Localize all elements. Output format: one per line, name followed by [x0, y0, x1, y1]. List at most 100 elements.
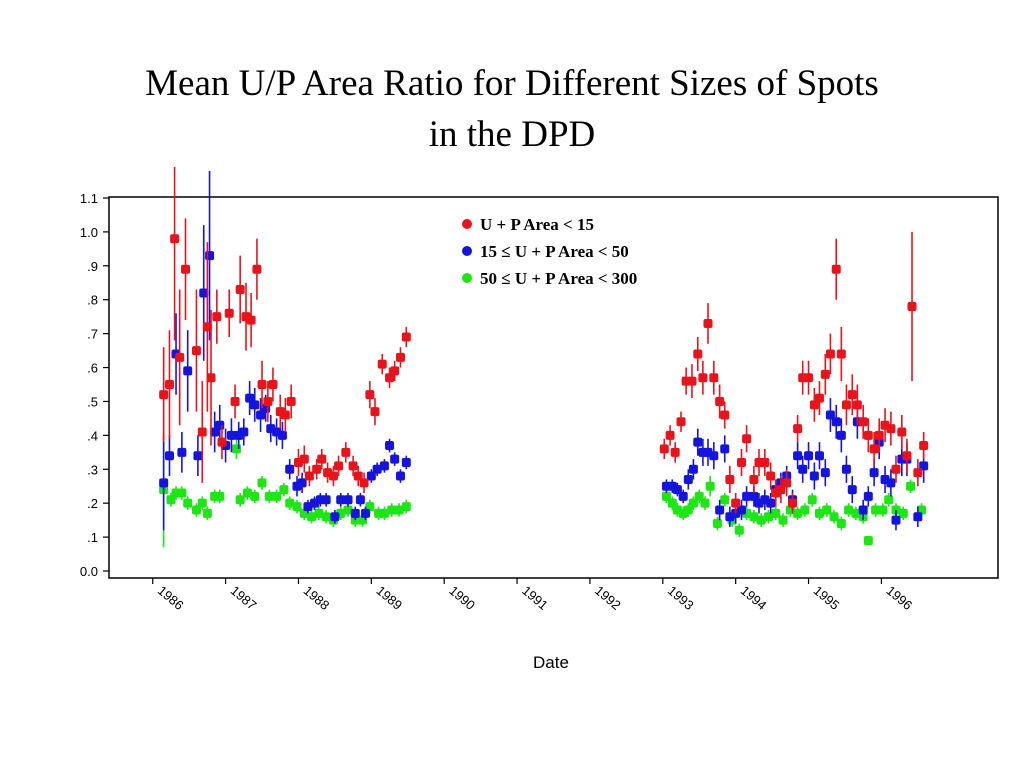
data-point [825, 349, 835, 359]
data-point [304, 471, 314, 481]
data-point [307, 512, 317, 522]
data-point [874, 430, 884, 440]
data-point [847, 485, 857, 495]
x-tick-label: 1989 [373, 583, 405, 613]
data-point [372, 464, 382, 474]
data-point [197, 498, 207, 508]
data-point [878, 505, 888, 515]
data-point [731, 498, 741, 508]
data-point [661, 491, 671, 501]
data-point [285, 464, 295, 474]
data-point [379, 461, 389, 471]
data-point [321, 495, 331, 505]
data-point [235, 495, 245, 505]
data-point [250, 400, 260, 410]
data-point [199, 288, 209, 298]
data-point [177, 447, 187, 457]
legend-marker-3 [462, 273, 472, 283]
y-tick-label: .3 [87, 462, 98, 477]
data-point [788, 498, 798, 508]
x-tick-label: 1986 [155, 583, 187, 613]
data-point [164, 451, 174, 461]
data-point [693, 349, 703, 359]
data-point [181, 264, 191, 274]
series-1 [159, 167, 929, 514]
data-point [841, 400, 851, 410]
data-point [858, 417, 868, 427]
data-point [869, 468, 879, 478]
data-point [844, 505, 854, 515]
data-point [235, 285, 245, 295]
data-point [869, 444, 879, 454]
data-point [215, 420, 225, 430]
x-tick-label: 1988 [301, 583, 333, 613]
data-point [836, 519, 846, 529]
data-point [793, 451, 803, 461]
data-point [749, 474, 759, 484]
data-point [886, 424, 896, 434]
data-point [720, 495, 730, 505]
data-point [328, 471, 338, 481]
data-point [401, 332, 411, 342]
series-layer [159, 167, 929, 548]
y-tick-label: .2 [87, 496, 98, 511]
data-point [778, 515, 788, 525]
data-point [886, 478, 896, 488]
y-tick-label: .7 [87, 327, 98, 342]
data-point [256, 410, 266, 420]
y-tick-label: .1 [87, 530, 98, 545]
data-point [387, 505, 397, 515]
data-point [820, 369, 830, 379]
data-point [341, 447, 351, 457]
x-tick-label: 1994 [738, 583, 770, 613]
data-point [825, 410, 835, 420]
data-point [683, 505, 693, 515]
data-point [285, 498, 295, 508]
data-point [742, 434, 752, 444]
data-point [800, 505, 810, 515]
legend-label-3: 50 ≤ U + P Area < 300 [480, 269, 637, 288]
data-point [205, 251, 215, 261]
data-point [252, 264, 262, 274]
data-point [360, 508, 370, 518]
data-point [847, 390, 857, 400]
data-point [175, 352, 185, 362]
data-point [330, 512, 340, 522]
data-point [700, 498, 710, 508]
data-point [756, 515, 766, 525]
data-point [191, 346, 201, 356]
data-point [343, 495, 353, 505]
data-point [720, 444, 730, 454]
y-tick-label: .4 [87, 428, 98, 443]
x-tick-label: 1995 [811, 583, 843, 613]
data-point [659, 444, 669, 454]
data-point [763, 512, 773, 522]
data-point [164, 380, 174, 389]
data-point [314, 508, 324, 518]
data-point [829, 512, 839, 522]
data-point [782, 478, 792, 488]
data-point [841, 464, 851, 474]
data-point [359, 478, 369, 488]
data-point [348, 461, 358, 471]
data-point [353, 471, 363, 481]
data-point [687, 376, 697, 386]
data-point [822, 505, 832, 515]
data-point [907, 302, 917, 312]
data-point [884, 495, 894, 505]
data-point [698, 373, 708, 383]
chart-title-line-2: in the DPD [428, 114, 596, 155]
legend-marker-2 [462, 246, 472, 256]
x-tick-label: 1992 [592, 583, 624, 613]
data-point [257, 380, 267, 389]
data-point [766, 498, 776, 508]
data-point [246, 315, 256, 325]
data-point [688, 464, 698, 474]
x-tick-label: 1987 [228, 583, 260, 613]
data-point [336, 495, 346, 505]
data-point [299, 454, 309, 464]
data-point [793, 508, 803, 518]
y-tick-label: 1.0 [80, 225, 98, 240]
data-point [913, 512, 923, 522]
data-point [725, 474, 735, 484]
